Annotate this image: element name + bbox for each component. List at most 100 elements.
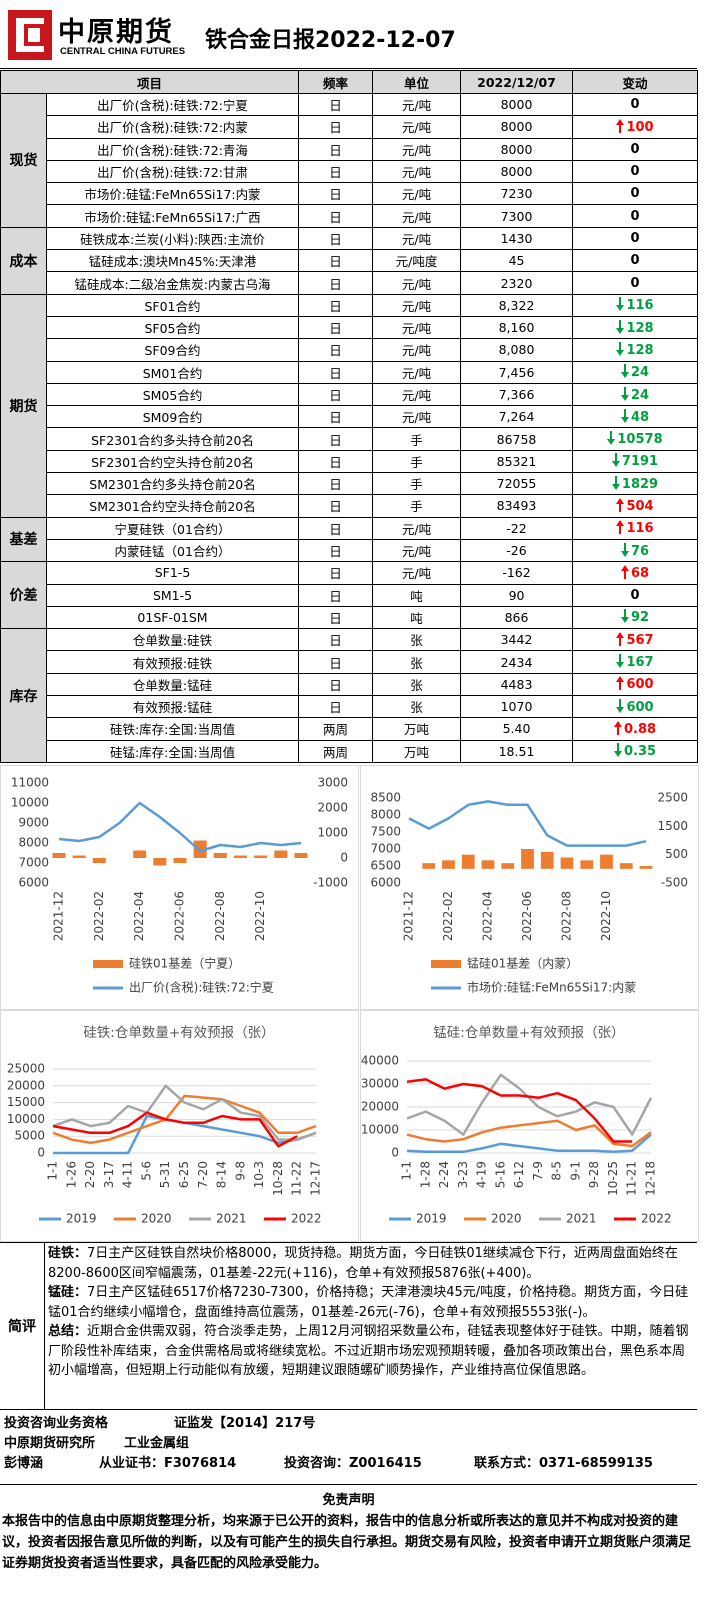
bar xyxy=(600,854,613,869)
footer-text: 彭博涵 xyxy=(4,1456,44,1471)
cell-freq: 日 xyxy=(298,137,374,161)
x-tick-label: 2022-08 xyxy=(213,891,227,941)
change-value: 68 xyxy=(630,565,650,581)
change-cell: 76 xyxy=(572,538,699,563)
legend-label: 2019 xyxy=(416,1212,447,1226)
cell-value: -162 xyxy=(460,561,574,585)
cell-freq: 两周 xyxy=(298,739,374,763)
x-tick-label: 2022-10 xyxy=(599,891,613,941)
cell-freq: 日 xyxy=(298,182,374,206)
column-header: 单位 xyxy=(372,70,462,94)
change-cell: 116 xyxy=(572,293,699,317)
trend-arrow xyxy=(620,564,629,579)
cell-value: 8,160 xyxy=(460,315,574,340)
x-tick-label: 2022-06 xyxy=(173,891,187,941)
change-cell: 0 xyxy=(572,226,699,251)
x-tick-label: 11-22 xyxy=(290,1161,304,1196)
footer-line: 投资咨询业务资格 证监发【2014】217号 xyxy=(4,1414,694,1434)
group-label: 成本 xyxy=(0,226,47,295)
legend-label: 2019 xyxy=(66,1212,97,1226)
y-tick-label: 20000 xyxy=(361,1100,399,1114)
bar xyxy=(442,860,455,869)
x-tick-label: 5-31 xyxy=(158,1161,172,1188)
change-value: 128 xyxy=(626,342,654,358)
cell-unit: 元/吨 xyxy=(372,315,462,340)
y2-tick-label: 2000 xyxy=(317,801,348,815)
cell-value: -26 xyxy=(460,538,574,563)
arrow-shape xyxy=(611,475,620,490)
change-cell: 10578 xyxy=(572,427,699,451)
cell-value: 86758 xyxy=(460,427,574,451)
series-line xyxy=(52,1094,317,1145)
change-cell: 600 xyxy=(572,695,699,719)
cell-item: 出厂价(含税):硅铁:72:甘肃 xyxy=(45,159,300,184)
cell-value: 2320 xyxy=(460,271,574,295)
series-line xyxy=(58,801,302,853)
change-cell: 167 xyxy=(572,650,699,674)
report-title: 铁合金日报2022-12-07 xyxy=(205,28,456,53)
cell-value: 1430 xyxy=(460,226,574,251)
change-value: 0 xyxy=(630,141,640,157)
bar xyxy=(580,860,594,869)
footer-text: 证监发【2014】217号 xyxy=(174,1416,316,1431)
y-tick-label: 40000 xyxy=(361,1054,399,1068)
cell-unit: 元/吨 xyxy=(372,405,462,429)
table-row: 硅铁:库存:全国:当周值 两周 万吨 5.40 0.88 xyxy=(1,717,699,741)
change-value: 0 xyxy=(630,186,640,202)
data-table: 项目 频率 单位 2022/12/07 变动 现货 出厂价(含税):硅铁:72:宁夏日元/吨… xyxy=(0,70,699,763)
x-tick-label: 8-5 xyxy=(550,1161,564,1181)
legend-label: 锰硅01基差（内蒙） xyxy=(467,956,578,971)
bar xyxy=(173,858,187,863)
cell-value: 8000 xyxy=(460,115,574,139)
y-tick-label: 10000 xyxy=(361,1123,399,1137)
y2-tick-label: -500 xyxy=(661,876,688,890)
trend-arrow xyxy=(616,631,625,646)
table-row: 仓单数量:锰硅日张 4483 600 xyxy=(1,672,699,697)
table-row: 市场价:硅锰:FeMn65Si17:内蒙日元/吨 7230 0 xyxy=(1,182,699,206)
arrow-shape xyxy=(620,386,629,401)
change-value: 100 xyxy=(626,119,654,135)
column-header: 2022/12/07 xyxy=(460,70,574,94)
cell-freq: 日 xyxy=(298,405,374,429)
cell-unit: 万吨 xyxy=(372,739,462,763)
table-row: 锰硅成本:澳块Mn45%:天津港日元/吨度 45 0 xyxy=(1,249,699,273)
change-value: 128 xyxy=(626,320,654,336)
table-row: 内蒙硅锰（01合约）日元/吨 -26 76 xyxy=(1,538,699,563)
y-tick-label: 25000 xyxy=(7,1062,45,1076)
cell-unit: 手 xyxy=(372,449,462,474)
cell-item: 市场价:硅锰:FeMn65Si17:广西 xyxy=(45,204,300,228)
arrow-shape xyxy=(616,676,625,691)
x-tick-label: 10-28 xyxy=(271,1161,285,1196)
x-tick-label: 7-20 xyxy=(196,1161,210,1188)
cell-item: 锰硅成本:澳块Mn45%:天津港 xyxy=(45,249,300,273)
cell-value: -22 xyxy=(460,516,574,540)
trend-arrow xyxy=(616,497,625,512)
cell-freq: 日 xyxy=(298,115,374,139)
trend-arrow xyxy=(620,609,629,624)
bar xyxy=(294,853,308,858)
cell-value: 83493 xyxy=(460,494,574,518)
trend-arrow xyxy=(616,676,625,691)
cell-freq: 日 xyxy=(298,605,374,630)
trend-arrow xyxy=(620,364,629,379)
x-tick-label: 1-1 xyxy=(400,1161,414,1181)
commentary-head: 锰硅： xyxy=(48,1285,88,1300)
arrow-shape xyxy=(620,542,629,557)
trend-arrow xyxy=(616,319,625,334)
arrow-shape xyxy=(607,431,616,446)
cell-freq: 日 xyxy=(298,382,374,407)
cell-unit: 元/吨 xyxy=(372,338,462,362)
x-tick-label: 11-21 xyxy=(625,1161,639,1196)
cell-unit: 元/吨 xyxy=(372,382,462,407)
bar xyxy=(560,857,574,869)
x-tick-label: 10-25 xyxy=(606,1161,620,1196)
table-row: 出厂价(含税):硅铁:72:内蒙日元/吨 8000 100 xyxy=(1,115,699,139)
cell-item: SF1-5 xyxy=(45,561,300,585)
y-tick-label: 6000 xyxy=(370,876,401,890)
cell-unit: 手 xyxy=(372,427,462,451)
footer-text: 中原期货研究所 xyxy=(4,1436,96,1451)
cell-value: 45 xyxy=(460,249,574,273)
cell-freq: 日 xyxy=(298,672,374,697)
cell-item: 市场价:硅锰:FeMn65Si17:内蒙 xyxy=(45,182,300,206)
cell-value: 85321 xyxy=(460,449,574,474)
